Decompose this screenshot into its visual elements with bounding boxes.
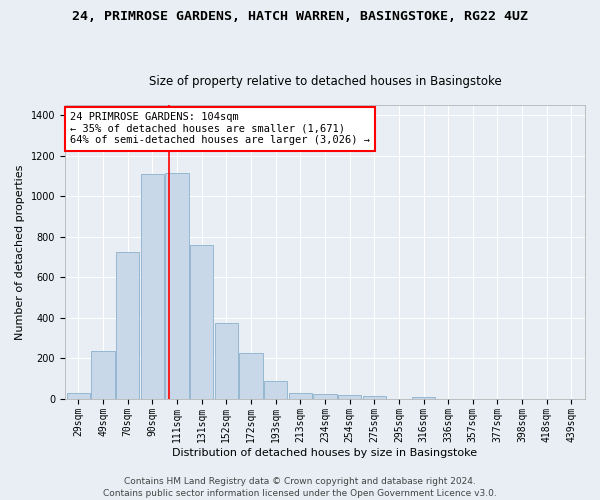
- Title: Size of property relative to detached houses in Basingstoke: Size of property relative to detached ho…: [149, 76, 502, 88]
- Text: Contains HM Land Registry data © Crown copyright and database right 2024.
Contai: Contains HM Land Registry data © Crown c…: [103, 476, 497, 498]
- Bar: [67, 393, 90, 399]
- Bar: [289, 393, 312, 399]
- Bar: [239, 354, 263, 399]
- Y-axis label: Number of detached properties: Number of detached properties: [15, 164, 25, 340]
- Bar: [264, 381, 287, 399]
- Bar: [313, 394, 337, 399]
- Bar: [362, 396, 386, 399]
- Bar: [190, 245, 214, 399]
- Bar: [215, 323, 238, 399]
- X-axis label: Distribution of detached houses by size in Basingstoke: Distribution of detached houses by size …: [172, 448, 478, 458]
- Bar: [412, 396, 435, 399]
- Text: 24 PRIMROSE GARDENS: 104sqm
← 35% of detached houses are smaller (1,671)
64% of : 24 PRIMROSE GARDENS: 104sqm ← 35% of det…: [70, 112, 370, 146]
- Text: 24, PRIMROSE GARDENS, HATCH WARREN, BASINGSTOKE, RG22 4UZ: 24, PRIMROSE GARDENS, HATCH WARREN, BASI…: [72, 10, 528, 23]
- Bar: [166, 173, 189, 399]
- Bar: [91, 352, 115, 399]
- Bar: [338, 394, 361, 399]
- Bar: [140, 174, 164, 399]
- Bar: [116, 252, 139, 399]
